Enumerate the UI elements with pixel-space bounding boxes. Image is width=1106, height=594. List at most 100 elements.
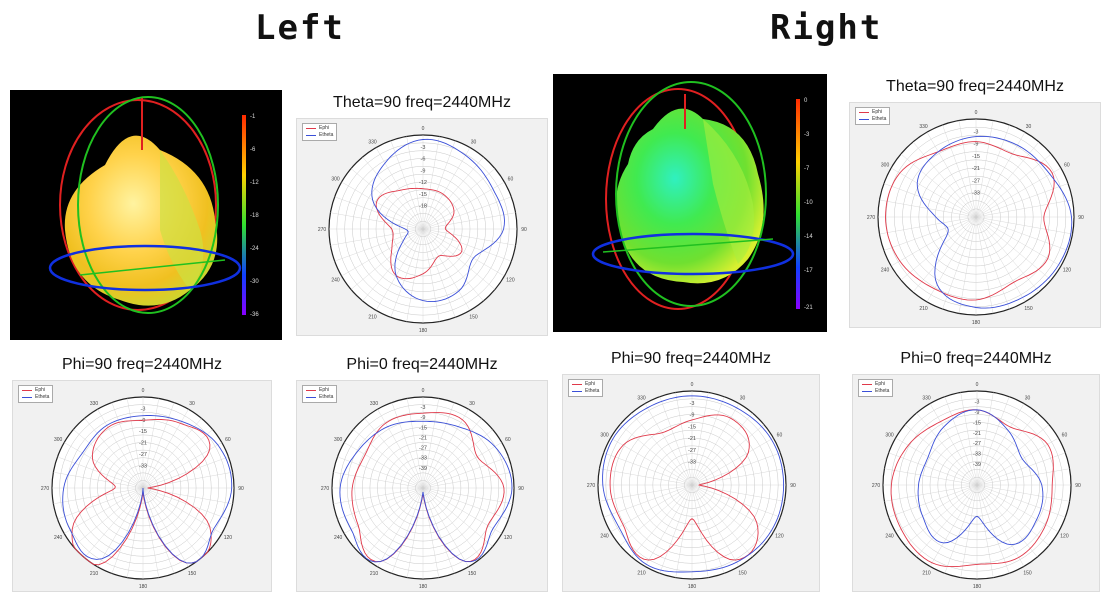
polar-grid-spoke <box>976 424 1050 486</box>
legend: Ephi Etheta <box>858 379 894 397</box>
right-heading: Right <box>770 8 883 48</box>
polar-angle-label: 300 <box>331 177 340 183</box>
polar-angle-label: 90 <box>238 486 244 492</box>
polar-angle-label: 120 <box>1060 534 1069 540</box>
polar-grid-spoke <box>975 183 1069 218</box>
polar-grid-spoke <box>341 181 424 230</box>
polar-radial-label: -9 <box>975 410 980 416</box>
polar-grid-spoke <box>929 484 978 567</box>
polar-grid-spoke <box>976 484 1059 533</box>
legend-label: Etheta <box>875 388 890 394</box>
polar-radial-label: -15 <box>419 425 427 431</box>
polar-grid-spoke <box>422 487 439 578</box>
polar-radial-label: -21 <box>973 431 981 437</box>
polar-grid-spoke <box>422 228 496 290</box>
polar-radial-label: -15 <box>972 154 980 160</box>
polar-angle-label: 300 <box>600 433 609 439</box>
polar-grid-spoke <box>883 183 977 218</box>
polar-grid-spoke <box>127 398 144 489</box>
polar-grid-spoke <box>390 228 424 318</box>
polar-grid-spoke <box>337 487 424 520</box>
polar-angle-label: 30 <box>469 401 475 407</box>
polar-grid-spoke <box>900 153 977 218</box>
polar-grid-spoke <box>111 402 144 489</box>
polar-angle-label: 240 <box>881 268 890 274</box>
polar-title: Phi=0 freq=2440MHz <box>346 356 498 373</box>
polar-angle-label: 30 <box>1025 396 1031 402</box>
polar-grid-spoke <box>57 487 144 520</box>
polar-angle-label: 60 <box>505 437 511 443</box>
polar-grid-spoke <box>422 228 456 318</box>
polar-grid-spoke <box>344 442 424 489</box>
polar-angle-label: 330 <box>922 396 931 402</box>
right-3d-pattern-view: 0 -3 -7 -10 -14 -17 -21 <box>553 74 827 332</box>
polar-grid-spoke <box>344 487 424 534</box>
polar-grid-spoke <box>900 216 977 281</box>
series-line-ephi <box>885 141 1055 301</box>
polar-grid-spoke <box>976 452 1066 486</box>
polar-grid-spoke <box>912 216 977 293</box>
polar-grid-spoke <box>422 228 505 277</box>
polar-angle-label: 0 <box>422 126 425 132</box>
legend-label: Etheta <box>35 394 50 400</box>
polar-radial-label: -33 <box>139 463 147 469</box>
polar-panel-left-phi0: Phi=0 freq=2440MHz 0 30 60 90 120 150 180 210 24… <box>296 356 548 592</box>
polar-grid-spoke <box>422 442 502 489</box>
polar-grid-spoke <box>976 468 1070 486</box>
polar-radial-label: -9 <box>421 168 426 174</box>
polar-plot: 0 30 60 90 120 150 180 210 240 270 300 330 -3 -9 -15 -2… <box>321 388 524 590</box>
legend-label: Etheta <box>585 388 600 394</box>
polar-grid-spoke <box>142 487 202 558</box>
polar-angle-label: 210 <box>370 571 379 577</box>
polar-grid-spoke <box>422 212 516 230</box>
polar-grid-spoke <box>976 392 994 486</box>
polar-radial-label: -3 <box>975 399 980 405</box>
polar-radial-label: -3 <box>690 401 695 407</box>
polar-panel-left-theta90: Theta=90 freq=2440MHz 0 30 60 90 120 150 180 21… <box>296 94 548 336</box>
polar-grid-spoke <box>610 437 693 486</box>
polar-angle-label: 60 <box>1062 433 1068 439</box>
polar-angle-label: 270 <box>872 483 881 489</box>
polar-grid-spoke <box>422 487 469 567</box>
polar-grid-spoke <box>691 484 774 533</box>
polar-title: Phi=0 freq=2440MHz <box>900 350 1052 367</box>
left-heading: Left <box>255 8 345 48</box>
polar-grid-spoke <box>142 487 189 567</box>
polar-angle-label: 240 <box>331 278 340 284</box>
polar-angle-label: 210 <box>637 570 646 576</box>
polar-grid-spoke <box>142 418 202 489</box>
polar-grid-spoke <box>422 147 471 230</box>
polar-radial-label: -21 <box>139 441 147 447</box>
polar-grid-spoke <box>975 216 1069 251</box>
polar-radial-label: -9 <box>974 142 979 148</box>
polar-grid-spoke <box>350 168 424 230</box>
polar-grid-spoke <box>377 487 424 567</box>
polar-title: Theta=90 freq=2440MHz <box>886 78 1064 95</box>
polar-grid-spoke <box>975 167 1061 218</box>
polar-grid-spoke <box>73 429 144 489</box>
polar-grid-spoke <box>422 228 512 262</box>
polar-grid-spoke <box>975 132 1026 218</box>
polar-grid-spoke <box>895 437 978 486</box>
polar-angle-label: 240 <box>600 534 609 540</box>
polar-grid-spoke <box>631 412 693 486</box>
polar-grid-spoke <box>929 403 978 486</box>
polar-grid-spoke <box>960 484 978 578</box>
polar-angle-label: 0 <box>975 110 978 116</box>
legend: Ephi Etheta <box>302 123 338 141</box>
polar-radial-label: -6 <box>421 157 426 163</box>
polar-grid-spoke <box>362 156 424 230</box>
polar-angle-label: 300 <box>54 437 63 443</box>
polar-angle-label: 90 <box>1075 483 1081 489</box>
polar-plot-area: 0 30 60 90 120 150 180 210 240 270 300 330 -3 -9 -15 -2… <box>562 374 820 592</box>
polar-radial-label: -9 <box>690 413 695 419</box>
right-3d-pattern-graphic <box>591 81 800 310</box>
polar-grid-spoke <box>691 392 709 486</box>
polar-grid-spoke <box>422 181 505 230</box>
polar-grid-spoke <box>73 487 144 547</box>
legend: Ephi Etheta <box>18 385 54 403</box>
polar-grid-spoke <box>691 484 753 558</box>
polar-grid-spoke <box>942 216 977 310</box>
polar-grid-spoke <box>142 487 222 534</box>
polar-radial-label: -12 <box>419 180 427 186</box>
